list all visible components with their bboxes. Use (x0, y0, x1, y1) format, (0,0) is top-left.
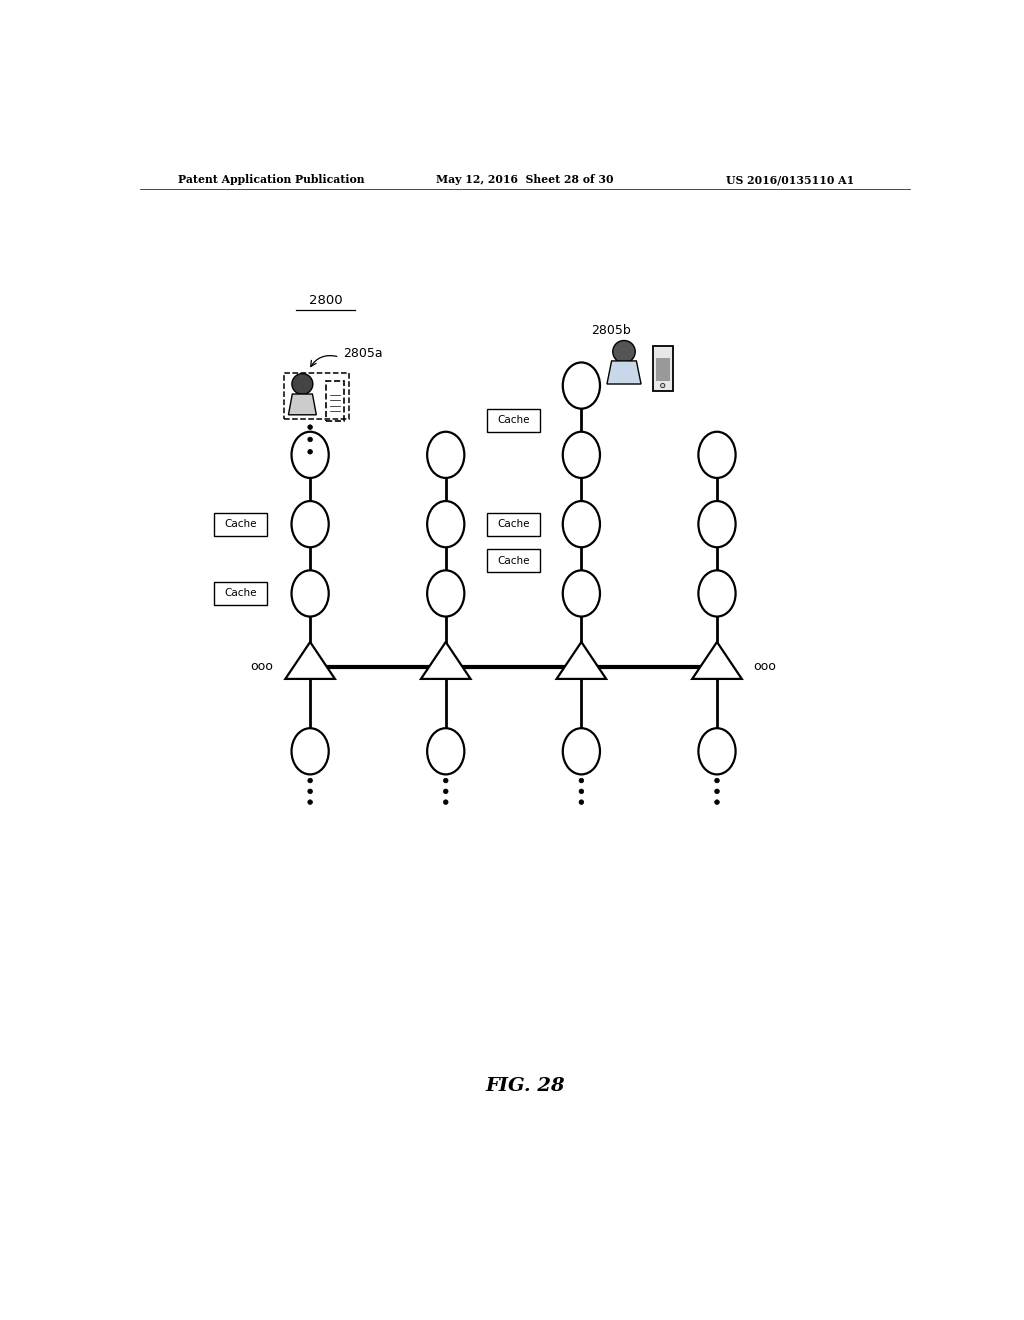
Polygon shape (557, 642, 606, 678)
Circle shape (308, 789, 312, 793)
Text: ooo: ooo (754, 660, 776, 673)
Text: Cache: Cache (497, 519, 529, 529)
Circle shape (579, 789, 584, 793)
Text: Cache: Cache (224, 519, 257, 529)
Ellipse shape (563, 502, 600, 548)
Ellipse shape (563, 363, 600, 409)
Text: Cache: Cache (224, 589, 257, 598)
Text: May 12, 2016  Sheet 28 of 30: May 12, 2016 Sheet 28 of 30 (436, 174, 613, 186)
Ellipse shape (698, 729, 735, 775)
Polygon shape (289, 395, 316, 414)
Text: 2805b: 2805b (591, 323, 631, 337)
Circle shape (308, 437, 312, 442)
FancyBboxPatch shape (486, 549, 540, 573)
Circle shape (308, 800, 312, 804)
Ellipse shape (292, 502, 329, 548)
Ellipse shape (292, 432, 329, 478)
Circle shape (579, 800, 584, 804)
Polygon shape (421, 642, 471, 678)
Ellipse shape (292, 570, 329, 616)
Polygon shape (607, 360, 641, 384)
Text: US 2016/0135110 A1: US 2016/0135110 A1 (726, 174, 855, 186)
Ellipse shape (698, 570, 735, 616)
Circle shape (292, 374, 313, 395)
Circle shape (308, 450, 312, 454)
Ellipse shape (427, 432, 464, 478)
Ellipse shape (563, 570, 600, 616)
FancyBboxPatch shape (655, 358, 670, 381)
Circle shape (715, 789, 719, 793)
Circle shape (579, 779, 584, 783)
FancyBboxPatch shape (326, 381, 344, 421)
Circle shape (715, 800, 719, 804)
Ellipse shape (698, 432, 735, 478)
Ellipse shape (427, 502, 464, 548)
Polygon shape (286, 642, 335, 678)
Circle shape (612, 341, 635, 363)
Ellipse shape (427, 570, 464, 616)
Text: Cache: Cache (497, 416, 529, 425)
Text: ooo: ooo (251, 660, 273, 673)
FancyBboxPatch shape (486, 409, 540, 432)
Ellipse shape (698, 502, 735, 548)
Text: FIG. 28: FIG. 28 (485, 1077, 564, 1096)
Ellipse shape (292, 729, 329, 775)
Polygon shape (692, 642, 741, 678)
FancyBboxPatch shape (214, 512, 266, 536)
Text: Cache: Cache (497, 556, 529, 566)
Circle shape (660, 383, 665, 388)
FancyBboxPatch shape (652, 346, 673, 391)
Circle shape (443, 779, 449, 783)
Circle shape (715, 779, 719, 783)
Circle shape (443, 789, 449, 793)
Circle shape (308, 425, 312, 429)
FancyBboxPatch shape (214, 582, 266, 605)
Text: 2805a: 2805a (343, 347, 382, 360)
Ellipse shape (427, 729, 464, 775)
Ellipse shape (563, 432, 600, 478)
FancyBboxPatch shape (486, 512, 540, 536)
Text: Patent Application Publication: Patent Application Publication (178, 174, 365, 186)
Ellipse shape (563, 729, 600, 775)
Circle shape (443, 800, 449, 804)
Text: 2800: 2800 (309, 294, 342, 308)
Circle shape (308, 779, 312, 783)
